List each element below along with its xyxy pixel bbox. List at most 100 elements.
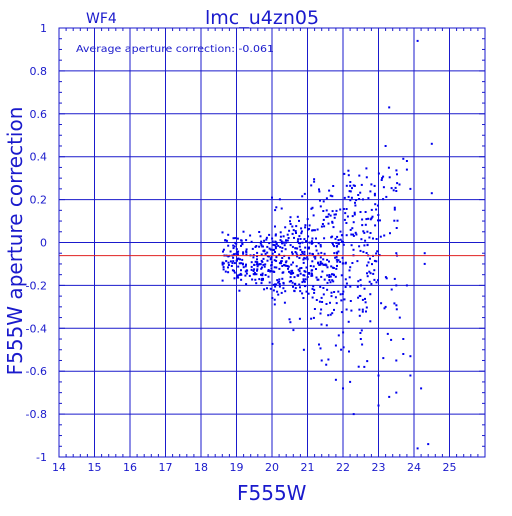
data-point [299,272,302,275]
data-point [395,391,398,394]
x-tick-label: 19 [230,461,244,474]
data-point [266,287,268,290]
data-point [394,186,397,189]
data-point [298,235,301,238]
data-point [259,235,262,238]
data-point [305,290,308,293]
data-point [249,234,252,237]
data-point [395,308,398,311]
data-point [393,206,396,209]
data-point [227,264,230,266]
data-point [320,308,323,311]
data-point [241,243,244,246]
y-tick-label: 0.2 [30,194,48,207]
data-point [299,242,301,245]
data-point [383,307,386,310]
data-point [327,314,330,317]
data-point [343,196,346,199]
data-point [350,244,353,247]
data-point [238,289,241,292]
data-point [308,227,310,230]
data-point [364,239,367,242]
data-point [332,226,335,229]
data-point [390,338,393,341]
data-point [274,251,276,253]
data-point [376,204,379,207]
data-point [232,244,235,247]
data-point [240,278,243,281]
data-point [271,252,274,255]
data-point [319,243,322,246]
data-point [319,199,321,202]
data-point [315,249,318,252]
data-point [331,279,334,282]
data-point [382,175,385,178]
data-point [321,223,324,225]
data-point [268,242,271,245]
data-point [395,252,398,255]
data-point [375,238,378,240]
data-point [321,270,324,273]
data-point [416,39,419,42]
data-point [339,260,342,263]
data-point [398,316,401,319]
data-point [281,257,284,259]
data-point [284,226,287,229]
data-point [310,240,313,243]
data-point [250,240,253,243]
data-point [349,266,352,269]
data-point [395,359,398,362]
data-point [334,378,337,381]
data-point [363,231,366,234]
data-point [258,263,261,266]
data-point [299,253,302,256]
data-point [318,188,320,191]
data-point [349,184,352,187]
data-point [283,264,286,266]
data-point [340,348,343,351]
data-point [301,281,304,284]
data-point [288,229,291,232]
data-point [290,263,293,266]
data-point [364,223,367,226]
data-point [297,242,300,245]
data-point [296,240,299,243]
data-point [298,283,301,286]
data-point [350,309,353,312]
data-point [342,243,345,246]
data-point [272,289,275,292]
data-point [306,256,309,259]
data-point [235,252,238,255]
data-point [326,288,329,291]
data-point [280,291,283,294]
data-point [325,363,328,366]
data-point [278,253,281,256]
data-point [430,192,433,195]
data-point [347,320,350,323]
data-point [357,194,360,196]
data-point [326,258,329,261]
data-point [354,201,356,204]
data-point [237,265,240,268]
data-point [358,198,361,200]
data-point [373,192,376,195]
data-point [313,291,316,294]
data-point [379,219,381,222]
data-point [373,269,376,272]
data-point [256,261,259,264]
data-point [254,260,257,263]
data-point [325,215,328,218]
data-point [387,166,390,169]
data-point [222,268,225,271]
data-point [301,292,304,295]
data-point [333,308,335,311]
data-point [269,248,272,251]
data-point [361,298,364,301]
data-point [294,287,297,290]
data-point [351,227,354,230]
data-point [227,255,230,258]
y-tick-label: 0.8 [30,65,48,78]
data-point [275,283,278,286]
data-point [328,274,331,276]
x-tick-labels: 14 15 16 17 18 19 20 21 22 23 24 25 [52,461,457,474]
